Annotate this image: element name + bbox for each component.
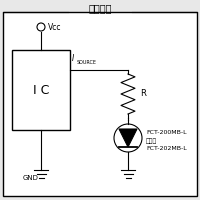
Polygon shape xyxy=(119,129,137,147)
Text: Vcc: Vcc xyxy=(48,23,62,32)
Text: I: I xyxy=(72,54,74,63)
Text: SOURCE: SOURCE xyxy=(77,60,97,65)
Text: I C: I C xyxy=(33,84,49,97)
Text: FCT-202MB-L: FCT-202MB-L xyxy=(146,146,187,152)
Text: GND: GND xyxy=(23,175,39,181)
Bar xyxy=(12,50,70,130)
Text: または: または xyxy=(146,138,157,144)
Text: R: R xyxy=(140,90,146,98)
Text: FCT-200MB-L: FCT-200MB-L xyxy=(146,130,187,136)
Text: 参考回路: 参考回路 xyxy=(88,3,112,13)
